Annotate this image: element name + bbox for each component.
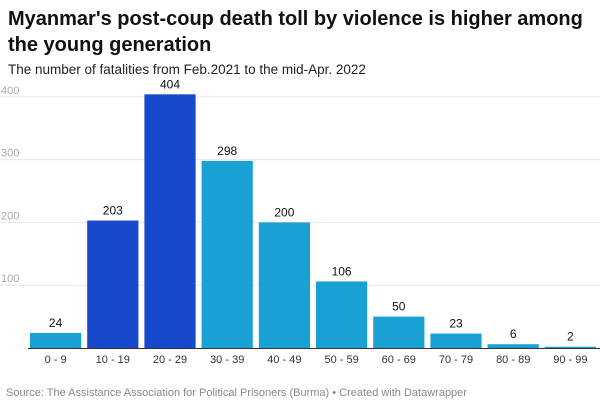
- bar: [373, 316, 425, 348]
- y-tick-label: 400: [1, 85, 19, 97]
- y-tick-label: 200: [1, 210, 19, 222]
- bar: [544, 346, 596, 348]
- y-tick-label: 100: [1, 273, 19, 285]
- source-note: Source: The Assistance Association for P…: [6, 387, 467, 399]
- chart-subtitle: The number of fatalities from Feb.2021 t…: [8, 62, 366, 77]
- bar: [258, 222, 310, 348]
- bar-value-label: 50: [392, 300, 406, 314]
- bar: [487, 344, 539, 348]
- bar-value-label: 23: [449, 317, 463, 331]
- bar-value-label: 2: [567, 330, 574, 344]
- x-tick-label: 30 - 39: [210, 354, 244, 366]
- x-tick-label: 60 - 69: [382, 354, 416, 366]
- bar-chart: 100 200 300 400 24 203 404 298 200 106 50 23 6 2 0 -…: [0, 77, 600, 366]
- bar: [316, 281, 368, 348]
- bar: [87, 220, 139, 348]
- bar-value-label: 200: [274, 205, 294, 219]
- bar-value-label: 203: [103, 204, 123, 218]
- x-tick-label: 0 - 9: [45, 354, 67, 366]
- bars: [30, 94, 596, 348]
- value-labels: 24 203 404 298 200 106 50 23 6 2: [49, 77, 574, 343]
- x-tick-label: 10 - 19: [96, 354, 130, 366]
- y-tick-label: 300: [1, 148, 19, 160]
- bar-value-label: 24: [49, 316, 63, 330]
- bar: [30, 332, 82, 348]
- x-tick-label: 40 - 49: [267, 354, 301, 366]
- bar-value-label: 298: [217, 144, 237, 158]
- x-tick-label: 70 - 79: [439, 354, 473, 366]
- bar-value-label: 404: [160, 77, 180, 91]
- bar-value-label: 6: [510, 327, 517, 341]
- bar-value-label: 106: [332, 264, 352, 278]
- chart-title: Myanmar's post-coup death toll by violen…: [8, 8, 583, 56]
- x-tick-label: 50 - 59: [324, 354, 358, 366]
- bar: [430, 333, 482, 348]
- bar: [144, 94, 196, 348]
- bar: [201, 160, 253, 348]
- x-axis-labels: 0 - 9 10 - 19 20 - 29 30 - 39 40 - 49 50 - 59…: [45, 354, 588, 366]
- x-tick-label: 20 - 29: [153, 354, 187, 366]
- x-tick-label: 90 - 99: [553, 354, 587, 366]
- x-tick-label: 80 - 89: [496, 354, 530, 366]
